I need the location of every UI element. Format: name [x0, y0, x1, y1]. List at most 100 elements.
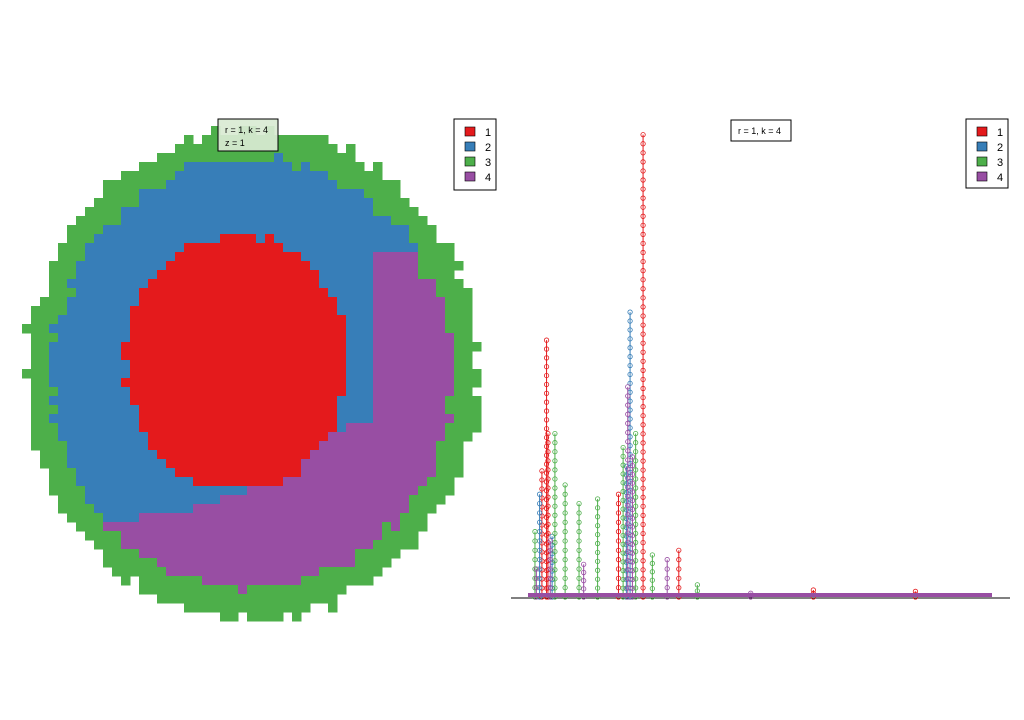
- point-1-3-34: [640, 286, 646, 292]
- seg-cell: [292, 225, 302, 235]
- seg-cell: [112, 207, 122, 217]
- seg-cell: [67, 279, 77, 289]
- point-3-1-18: [552, 430, 558, 437]
- seg-cell: [112, 567, 122, 577]
- seg-cell: [175, 504, 185, 514]
- seg-cell: [400, 234, 410, 244]
- seg-cell: [220, 243, 230, 253]
- seg-cell: [121, 459, 131, 469]
- seg-cell: [157, 225, 167, 235]
- seg-cell: [238, 189, 248, 199]
- seg-cell: [355, 558, 365, 568]
- seg-cell: [229, 333, 239, 343]
- seg-cell: [445, 486, 455, 496]
- seg-cell: [319, 216, 329, 226]
- seg-cell: [112, 306, 122, 316]
- seg-cell: [454, 459, 464, 469]
- seg-cell: [121, 540, 131, 550]
- seg-cell: [229, 171, 239, 181]
- point-2-2-32: [627, 309, 633, 315]
- seg-cell: [229, 594, 239, 604]
- seg-cell: [319, 324, 329, 334]
- seg-cell: [175, 576, 185, 586]
- seg-cell: [139, 513, 149, 523]
- seg-cell: [274, 576, 284, 586]
- seg-cell: [121, 414, 131, 424]
- seg-cell: [382, 378, 392, 388]
- seg-cell: [193, 198, 203, 208]
- seg-cell: [283, 378, 293, 388]
- seg-cell: [148, 288, 158, 298]
- seg-cell: [274, 252, 284, 262]
- seg-cell: [382, 306, 392, 316]
- seg-cell: [337, 513, 347, 523]
- seg-cell: [31, 432, 41, 442]
- seg-cell: [175, 297, 185, 307]
- point-3-6-4: [633, 558, 639, 564]
- seg-cell: [94, 333, 104, 343]
- seg-cell: [301, 504, 311, 514]
- seg-cell: [157, 315, 167, 325]
- seg-cell: [292, 180, 302, 190]
- seg-cell: [355, 369, 365, 379]
- point-1-3-49: [640, 150, 646, 156]
- point-1-2-16: [545, 449, 551, 455]
- seg-cell: [265, 495, 275, 505]
- point-3-0-4: [532, 557, 538, 563]
- seg-cell: [229, 603, 239, 613]
- seg-cell: [436, 396, 446, 406]
- seg-cell: [184, 468, 194, 478]
- point-3-6-8: [633, 521, 639, 527]
- seg-cell: [166, 504, 176, 514]
- seg-cell: [274, 189, 284, 199]
- seg-cell: [202, 252, 212, 262]
- seg-cell: [292, 423, 302, 433]
- point-3-3-10: [576, 500, 582, 507]
- point-4-4-1: [629, 585, 636, 591]
- seg-cell: [391, 297, 401, 307]
- seg-cell: [337, 252, 347, 262]
- point-3-5-5: [620, 550, 626, 556]
- seg-cell: [418, 441, 428, 451]
- seg-cell: [337, 558, 347, 568]
- seg-cell: [274, 162, 284, 172]
- seg-cell: [112, 531, 122, 541]
- seg-cell: [373, 180, 383, 190]
- seg-cell: [310, 270, 320, 280]
- seg-cell: [58, 324, 68, 334]
- seg-cell: [409, 405, 419, 415]
- seg-cell: [355, 495, 365, 505]
- seg-cell: [319, 495, 329, 505]
- seg-cell: [292, 261, 302, 271]
- seg-cell: [166, 189, 176, 199]
- seg-cell: [445, 342, 455, 352]
- point-4-5-2: [664, 575, 670, 581]
- seg-cell: [256, 459, 266, 469]
- seg-cell: [220, 378, 230, 388]
- seg-cell: [328, 450, 338, 460]
- seg-cell: [310, 414, 320, 424]
- point-1-3-21: [640, 404, 646, 410]
- seg-cell: [265, 459, 275, 469]
- point-1-1-19: [543, 426, 550, 432]
- seg-cell: [94, 468, 104, 478]
- seg-cell: [400, 540, 410, 550]
- seg-cell: [94, 369, 104, 379]
- point-1-3-31: [640, 313, 646, 319]
- seg-cell: [121, 261, 131, 271]
- seg-cell: [292, 495, 302, 505]
- seg-cell: [436, 477, 446, 487]
- seg-cell: [229, 351, 239, 361]
- seg-cell: [67, 378, 77, 388]
- seg-cell: [49, 387, 59, 397]
- seg-cell: [427, 477, 437, 487]
- point-3-0-3: [532, 566, 538, 572]
- seg-cell: [310, 216, 320, 226]
- seg-cell: [247, 441, 257, 451]
- seg-cell: [256, 477, 266, 487]
- seg-cell: [31, 387, 41, 397]
- seg-cell: [463, 369, 473, 379]
- seg-cell: [274, 288, 284, 298]
- seg-cell: [193, 585, 203, 595]
